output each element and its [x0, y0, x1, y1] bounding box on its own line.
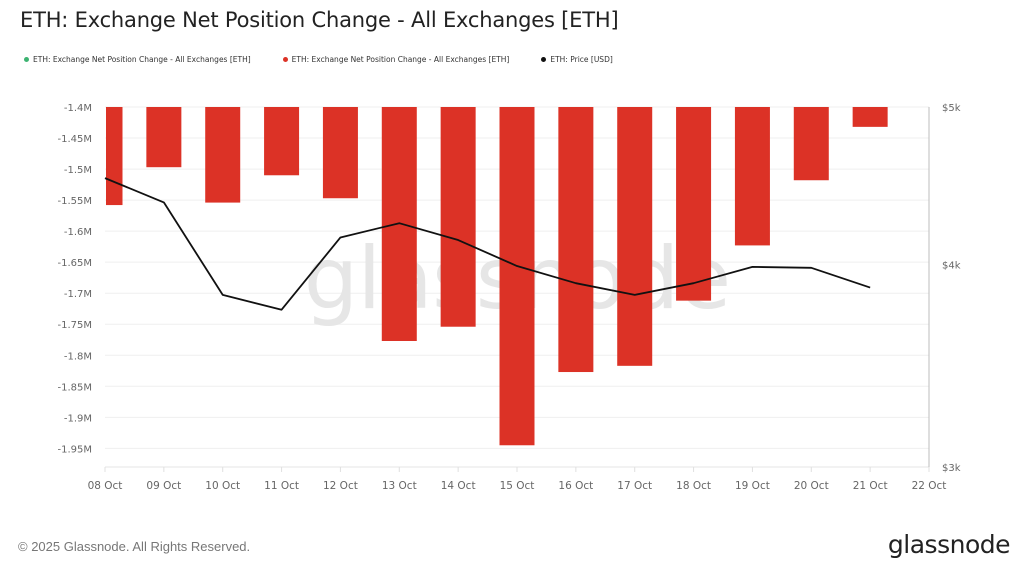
- y-left-tick-label: -1.7M: [64, 289, 92, 300]
- y-left-tick-label: -1.6M: [64, 227, 92, 238]
- bar-14-oct[interactable]: [440, 107, 476, 327]
- legend-dot-icon: [24, 57, 29, 62]
- bar-16-oct[interactable]: [558, 107, 594, 373]
- y-left-tick-label: -1.55M: [57, 196, 92, 207]
- x-tick-label: 10 Oct: [205, 480, 240, 492]
- y-left-tick-label: -1.5M: [64, 165, 92, 176]
- y-left-tick-label: -1.95M: [57, 444, 92, 455]
- x-tick-label: 18 Oct: [676, 480, 711, 492]
- legend-dot-icon: [282, 57, 288, 62]
- glassnode-logo: glassnode: [887, 530, 1011, 559]
- bar-10-oct[interactable]: [205, 107, 241, 203]
- y-left-tick-label: -1.75M: [57, 320, 92, 331]
- y-left-tick-label: -1.85M: [57, 382, 92, 393]
- x-tick-label: 09 Oct: [146, 480, 181, 492]
- x-tick-label: 15 Oct: [500, 480, 535, 492]
- legend-item-net-position-green[interactable]: ETH: Exchange Net Position Change - All …: [24, 55, 251, 64]
- price-line[interactable]: [104, 177, 871, 311]
- x-tick-label: 20 Oct: [794, 480, 829, 492]
- y-right-tick-label: $4k: [942, 260, 961, 271]
- bar-18-oct[interactable]: [676, 107, 712, 301]
- x-tick-label: 16 Oct: [558, 480, 593, 492]
- x-tick-label: 13 Oct: [382, 480, 417, 492]
- bar-12-oct[interactable]: [322, 107, 358, 199]
- legend-dot-icon: [541, 57, 547, 62]
- bar-11-oct[interactable]: [264, 107, 300, 176]
- price-series: [104, 177, 871, 311]
- y-left-tick-label: -1.4M: [64, 103, 92, 114]
- bar-20-oct[interactable]: [793, 107, 829, 181]
- bar-08-oct[interactable]: [106, 107, 123, 206]
- y-left-tick-label: -1.45M: [57, 134, 92, 145]
- y-left-tick-label: -1.9M: [64, 413, 92, 424]
- x-tick-label: 22 Oct: [912, 480, 947, 492]
- bar-series: [106, 107, 888, 446]
- copyright-text: © 2025 Glassnode. All Rights Reserved.: [18, 539, 251, 554]
- y-left-tick-label: -1.65M: [57, 258, 92, 269]
- bar-19-oct[interactable]: [734, 107, 770, 246]
- legend-item-net-position-red[interactable]: ETH: Exchange Net Position Change - All …: [282, 55, 510, 64]
- x-tick-label: 21 Oct: [853, 480, 888, 492]
- x-tick-label: 19 Oct: [735, 480, 770, 492]
- legend-item-price[interactable]: ETH: Price [USD]: [541, 55, 613, 64]
- legend-label: ETH: Exchange Net Position Change - All …: [291, 55, 510, 64]
- x-tick-label: 12 Oct: [323, 480, 358, 492]
- legend: ETH: Exchange Net Position Change - All …: [24, 55, 645, 64]
- x-tick-label: 08 Oct: [88, 480, 123, 492]
- axes: -1.4M -1.45M -1.5M -1.55M -1.6M -1.65M -1.7M -1…: [57, 103, 960, 492]
- x-tick-label: 11 Oct: [264, 480, 299, 492]
- legend-label: ETH: Exchange Net Position Change - All …: [33, 55, 251, 64]
- y-right-tick-label: $3k: [942, 463, 961, 474]
- x-tick-label: 17 Oct: [617, 480, 652, 492]
- x-tick-label: 14 Oct: [441, 480, 476, 492]
- legend-label: ETH: Price [USD]: [550, 55, 613, 64]
- y-left-tick-label: -1.8M: [64, 351, 92, 362]
- bar-15-oct[interactable]: [499, 107, 535, 446]
- chart-title: ETH: Exchange Net Position Change - All …: [20, 8, 619, 32]
- bar-21-oct[interactable]: [852, 107, 888, 127]
- bar-09-oct[interactable]: [146, 107, 182, 168]
- y-right-tick-label: $5k: [942, 103, 961, 114]
- bar-17-oct[interactable]: [617, 107, 653, 366]
